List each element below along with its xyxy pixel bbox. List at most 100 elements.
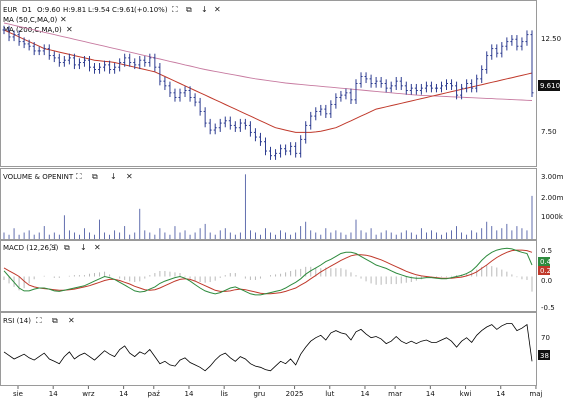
ohlc-bar xyxy=(67,53,71,65)
ohlc-bar xyxy=(208,118,212,135)
volume-pane xyxy=(0,168,537,240)
close-icon[interactable]: ✕ xyxy=(126,172,133,181)
ohlc-bar xyxy=(470,79,474,93)
ma50-legend: MA (50,C,MA,0) xyxy=(3,16,58,24)
change-value: (+0.10%) xyxy=(134,6,168,14)
volume-tick-1000k: 1000k xyxy=(541,213,564,221)
macd-title: MACD (12,26,9) xyxy=(3,244,59,252)
ohlc-bar xyxy=(82,56,86,67)
ohlc-bar xyxy=(87,56,91,72)
ohlc-bar xyxy=(263,137,267,156)
close-icon[interactable]: ✕ xyxy=(94,243,101,252)
ohlc-bar xyxy=(309,111,313,130)
ohlc-bar xyxy=(450,79,454,91)
ohlc-bar xyxy=(414,83,418,95)
price-series xyxy=(2,22,534,160)
ohlc-bar xyxy=(379,76,383,88)
ohlc-bar xyxy=(445,79,449,91)
restore-icon[interactable]: ⧉ xyxy=(52,316,58,325)
ohlc-bar xyxy=(364,72,368,84)
ohlc-bar xyxy=(133,58,137,70)
ohlc-bar xyxy=(299,135,303,158)
low-value: L:9.54 xyxy=(88,6,110,14)
ohlc-bar xyxy=(324,104,328,118)
expand-icon[interactable]: ⛶ xyxy=(49,243,56,252)
signal-last-box xyxy=(538,266,550,275)
ohlc-bar xyxy=(47,44,51,60)
ohlc-bar xyxy=(455,81,459,100)
ohlc-bar xyxy=(2,25,6,35)
ma50-close-icon[interactable]: ✕ xyxy=(60,15,67,24)
expand-icon[interactable]: ⛶ xyxy=(75,172,82,181)
ohlc-bar xyxy=(128,53,132,67)
ohlc-bar xyxy=(27,39,31,51)
ohlc-bar xyxy=(62,56,66,67)
x-tick-label: 14 xyxy=(119,390,128,398)
close-icon[interactable]: ✕ xyxy=(68,316,75,325)
rsi-last-label: 38 xyxy=(540,352,549,360)
expand-icon[interactable]: ⛶ xyxy=(171,5,178,14)
rsi-line xyxy=(3,323,533,372)
macd-series xyxy=(3,247,533,296)
ohlc-bar xyxy=(17,30,21,46)
macd-toolbar: ⛶ ⧉ ↓ ✕ xyxy=(49,243,101,252)
x-tick-label: mar xyxy=(388,390,402,398)
ohlc-bar xyxy=(148,53,152,67)
ohlc-bar xyxy=(500,42,504,58)
close-value: C:9.61 xyxy=(112,6,135,14)
signal-line xyxy=(3,249,533,295)
price-tick-high: 12.50 xyxy=(541,35,561,43)
macd-line xyxy=(3,247,533,296)
ohlc-bar xyxy=(57,53,61,67)
arrow-down-icon[interactable]: ↓ xyxy=(110,172,117,181)
ohlc-bar xyxy=(530,30,534,98)
open-value: O:9.60 xyxy=(37,6,60,14)
arrow-down-icon[interactable]: ↓ xyxy=(80,243,87,252)
ohlc-bar xyxy=(269,146,273,160)
ohlc-bar xyxy=(520,37,524,51)
expand-icon[interactable]: ⛶ xyxy=(35,316,42,325)
ohlc-bar xyxy=(243,118,247,130)
ohlc-bar xyxy=(22,37,26,49)
ohlc-bar xyxy=(495,44,499,58)
rsi-title: RSI (14) xyxy=(3,317,31,325)
ohlc-bar xyxy=(183,86,187,98)
ohlc-bar xyxy=(138,56,142,70)
ohlc-bar xyxy=(163,76,167,91)
ohlc-bar xyxy=(404,81,408,95)
last-price-box xyxy=(538,80,560,91)
x-tick-label: 14 xyxy=(361,390,370,398)
ohlc-bar xyxy=(460,83,464,100)
rsi-series xyxy=(3,323,533,372)
ohlc-bar xyxy=(218,118,222,132)
close-icon[interactable]: ✕ xyxy=(214,5,221,14)
ohlc-bar xyxy=(510,35,514,46)
restore-icon[interactable]: ⧉ xyxy=(64,243,70,252)
volume-tick-3m: 3.00m xyxy=(541,173,564,181)
x-tick-label: 14 xyxy=(49,390,58,398)
restore-icon[interactable]: ⧉ xyxy=(186,5,192,14)
ohlc-bar xyxy=(284,144,288,156)
arrow-down-icon[interactable]: ↓ xyxy=(201,5,208,14)
ohlc-bar xyxy=(258,132,262,146)
ohlc-bar xyxy=(52,51,56,63)
ma200-close-icon[interactable]: ✕ xyxy=(66,25,73,34)
ohlc-bar xyxy=(429,81,433,93)
x-tick-label: 14 xyxy=(426,390,435,398)
x-tick-label: lut xyxy=(325,390,334,398)
price-tick-low: 7.50 xyxy=(541,128,557,136)
volume-tick-2m: 2.00m xyxy=(541,194,564,202)
restore-icon[interactable]: ⧉ xyxy=(92,172,98,181)
ohlc-bar xyxy=(42,44,46,56)
ohlc-bar xyxy=(329,100,333,118)
ohlc-bar xyxy=(525,30,529,46)
ohlc-bar xyxy=(274,149,278,160)
x-tick-label: 14 xyxy=(185,390,194,398)
ohlc-bar xyxy=(480,65,484,84)
macd-tick-neg: -0.5 xyxy=(541,304,555,312)
ohlc-bar xyxy=(198,97,202,116)
ohlc-bar xyxy=(294,142,298,158)
ohlc-bar xyxy=(369,74,373,88)
x-tick-label: wrz xyxy=(82,390,95,398)
